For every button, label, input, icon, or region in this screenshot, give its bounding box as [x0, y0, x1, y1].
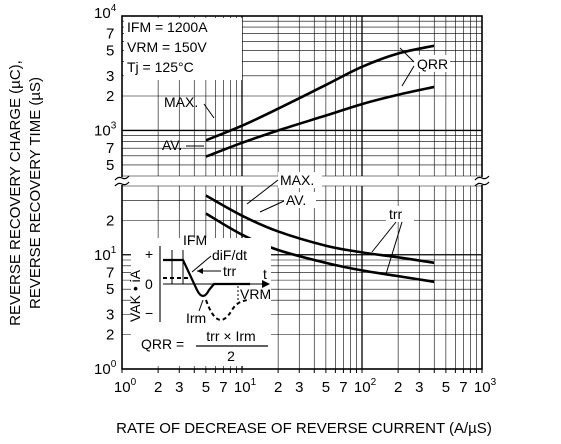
- x-tick-label: 5: [202, 379, 210, 396]
- max-lower-bg: [278, 172, 322, 188]
- y-tick-label-upper: 5: [106, 42, 114, 59]
- label-max-lower: MAX.: [280, 172, 314, 188]
- x-tick-label: 100: [114, 377, 137, 396]
- plot-frame: [121, 15, 483, 370]
- x-tick-label: 5: [322, 379, 330, 396]
- inset-minus: −: [145, 305, 153, 321]
- inset-formula-num: trr × Irm: [206, 328, 255, 344]
- inset-t-label: t: [263, 266, 267, 282]
- inset-plus: +: [145, 246, 153, 262]
- series-qrr-max-line: [205, 44, 435, 142]
- label-trr: trr: [389, 206, 403, 222]
- inset-irm: Irm: [186, 310, 206, 326]
- inset-formula-den: 2: [227, 348, 235, 364]
- inset-irm-leader: [198, 299, 204, 312]
- x-tick-label: 3: [415, 379, 423, 396]
- y-tick-label-lower: 7: [106, 264, 114, 281]
- inset-trr: trr: [223, 263, 237, 279]
- y-tick-label-upper: 3: [106, 68, 114, 85]
- y-tick-label-lower: 5: [106, 281, 114, 298]
- y-tick-label-upper: 104: [94, 3, 117, 22]
- y-tick-label-upper: 7: [106, 26, 114, 43]
- x-axis-label: RATE OF DECREASE OF REVERSE CURRENT (A/µ…: [116, 420, 492, 437]
- leader-trr-av: [385, 221, 403, 275]
- label-av-lower: AV.: [286, 192, 306, 208]
- inset-dif-dt-leader: [191, 255, 212, 273]
- inset-dif-dt: diF/dt: [212, 247, 247, 263]
- x-tick-label: 2: [154, 379, 162, 396]
- leader-qrr-av: [401, 65, 415, 87]
- label-max-upper: MAX.: [164, 94, 198, 110]
- x-tick-label: 5: [442, 379, 450, 396]
- series-trr-max-line: [205, 194, 435, 265]
- inset-ylabel: VAK • iA: [127, 269, 143, 322]
- leader-max-upper: [203, 103, 215, 119]
- leader-max-lower: [246, 179, 279, 205]
- label-av-upper: AV.: [162, 137, 182, 153]
- y-tick-label-lower: 2: [106, 212, 114, 229]
- y-tick-label-lower: 2: [106, 327, 114, 344]
- x-tick-label: 103: [474, 377, 497, 396]
- inset-formula-lhs: QRR =: [141, 336, 184, 352]
- inset-t-arrow: [262, 280, 270, 288]
- x-tick-label: 102: [354, 377, 377, 396]
- x-tick-label: 7: [459, 379, 467, 396]
- break-mark: [114, 181, 130, 187]
- y-tick-label-upper: 2: [106, 88, 114, 105]
- leader-qrr-max: [399, 47, 415, 63]
- curves: [205, 44, 435, 284]
- trr-label-bg: [386, 206, 414, 222]
- x-tick-label: 3: [175, 379, 183, 396]
- break-mark: [474, 175, 490, 181]
- inset-trr-arrow: [197, 268, 203, 274]
- y-tick-label-lower: 3: [106, 306, 114, 323]
- x-tick-label: 101: [234, 377, 257, 396]
- label-qrr: QRR: [417, 56, 448, 72]
- x-tick-label: 2: [394, 379, 402, 396]
- inset-voltage-wave: [163, 277, 251, 321]
- x-tick-label: 3: [295, 379, 303, 396]
- tick-labels: 100 2 3 5 7 101 2 3 5 7 102 2 3 5 7 1031047532103752101…: [94, 3, 497, 396]
- x-tick-label: 7: [339, 379, 347, 396]
- break-mark: [114, 175, 130, 181]
- av-lower-bg: [284, 192, 316, 208]
- y-tick-label-upper: 5: [106, 157, 114, 174]
- y-tick-label-upper: 103: [94, 120, 117, 139]
- break-mark: [474, 181, 490, 187]
- inset-zero: 0: [145, 276, 153, 292]
- x-tick-label: 2: [274, 379, 282, 396]
- leader-av-lower: [259, 200, 285, 213]
- inset-vrm: VRM: [240, 286, 271, 302]
- y-axis-label-line-1: REVERSE RECOVERY CHARGE (µC),: [7, 60, 24, 326]
- condition-1: VRM = 150V: [127, 39, 207, 55]
- y-tick-label-upper: 7: [106, 140, 114, 157]
- inset-ifm: IFM: [183, 232, 207, 248]
- series-trr-av-line: [205, 212, 435, 284]
- qrr-label-bg: [414, 55, 450, 72]
- inset-background: [131, 238, 271, 366]
- conditions-box: [124, 18, 242, 80]
- condition-0: IFM = 1200A: [127, 19, 208, 35]
- inset-current-wave: [163, 258, 250, 298]
- y-tick-label-lower: 101: [94, 245, 117, 264]
- x-tick-label: 7: [219, 379, 227, 396]
- series-qrr-av-line: [205, 85, 435, 158]
- leader-trr-max: [371, 221, 397, 253]
- y-axis-label-line-2: REVERSE RECOVERY TIME (µS): [27, 77, 44, 309]
- y-tick-label-lower: 100: [94, 359, 117, 378]
- annotations: IFM = 1200A VRM = 150V Tj = 125°C MAX. AV. QR…: [124, 18, 450, 275]
- condition-2: Tj = 125°C: [127, 59, 194, 75]
